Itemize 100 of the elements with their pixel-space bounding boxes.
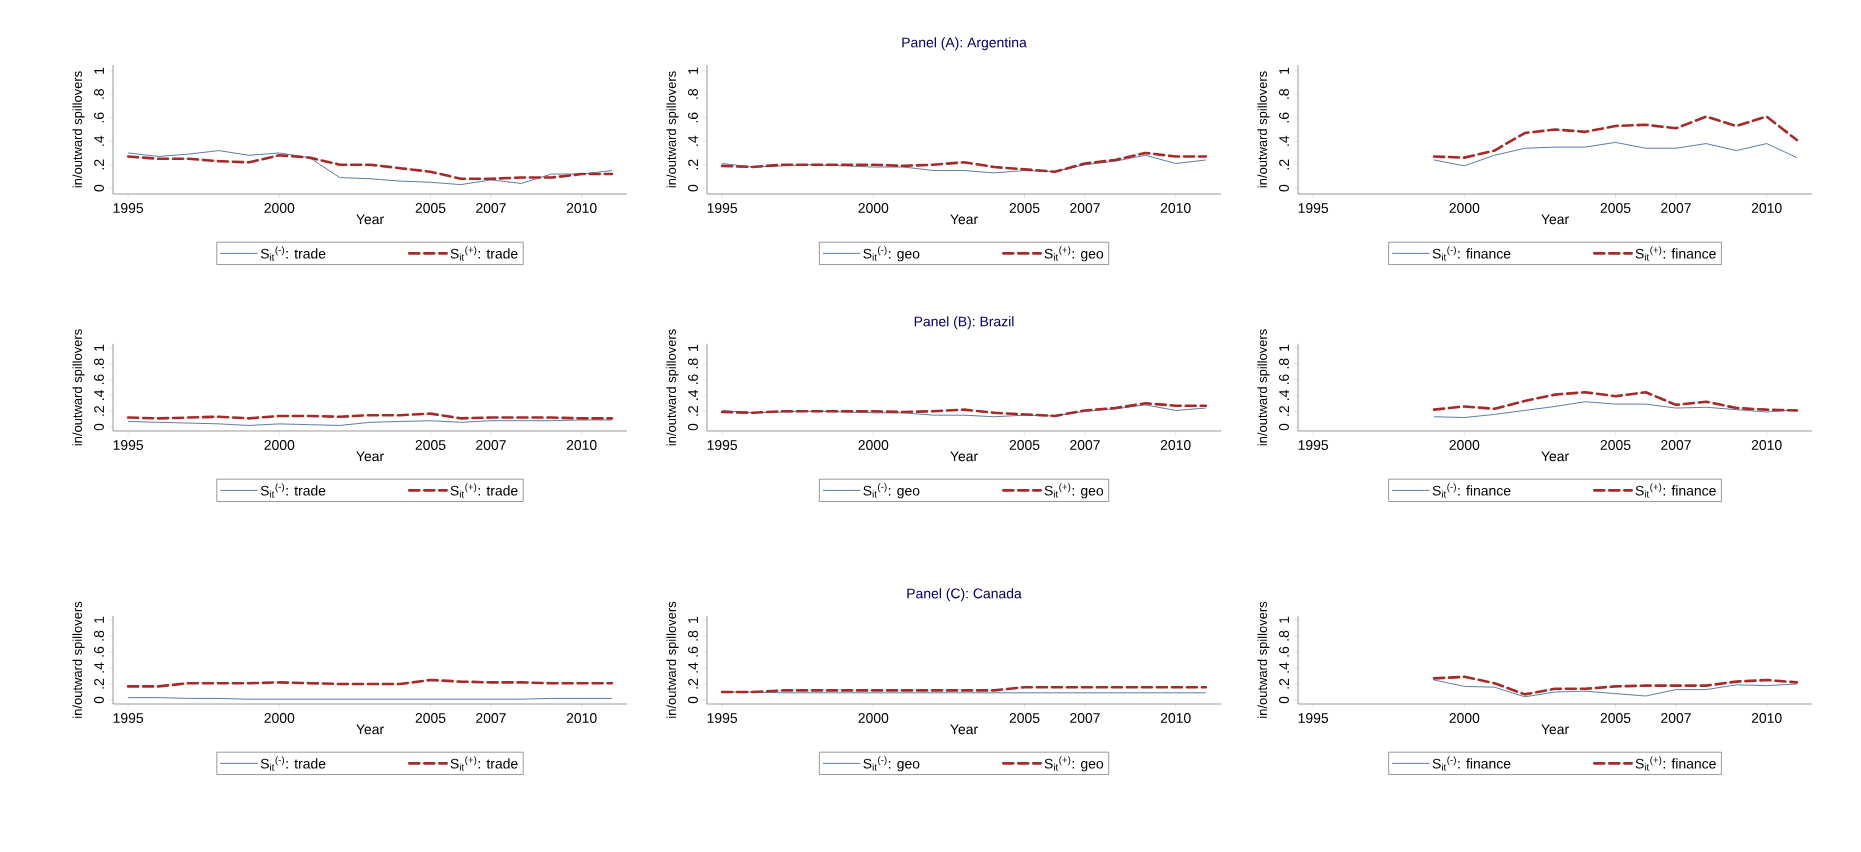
y-axis-title: in/outward spillovers <box>666 601 679 718</box>
legend-label: S$_{it}$$^{(-)}$: finance <box>1432 483 1511 498</box>
y-tick-label: .4 <box>1279 662 1289 673</box>
x-tick-label: 2000 <box>858 203 889 213</box>
y-tick-label: .8 <box>688 89 698 99</box>
x-tick-label: 2005 <box>1600 440 1631 450</box>
x-tick-label: 2005 <box>1600 713 1631 723</box>
y-tick-label: .6 <box>94 374 104 385</box>
x-tick-label: 2010 <box>566 713 597 723</box>
x-tick-label: 2000 <box>858 713 889 723</box>
y-tick-label: 0 <box>688 184 698 192</box>
y-tick-label: 0 <box>94 423 104 431</box>
x-tick-label: 2005 <box>1009 203 1040 213</box>
x-tick-label: 1995 <box>1298 440 1329 450</box>
x-tick-label: 1995 <box>707 203 738 213</box>
y-tick-label: 0 <box>688 696 698 704</box>
y-tick-label: .4 <box>1279 390 1289 400</box>
x-tick-label: 2000 <box>264 203 295 213</box>
y-tick-label: .4 <box>94 662 104 673</box>
legend-label: S$_{it}$$^{(-)}$: geo <box>863 756 920 772</box>
x-tick-label: 1995 <box>707 440 738 450</box>
legend-label: S$_{it}$$^{(+)}$: finance <box>1635 756 1716 771</box>
x-tick-label: 2007 <box>1661 713 1691 723</box>
y-tick-label: 1 <box>1279 67 1289 74</box>
y-tick-label: .6 <box>688 112 698 123</box>
line-series <box>127 150 613 186</box>
y-tick-label: .6 <box>94 112 104 123</box>
legend-label: S$_{it}$$^{(+)}$: geo <box>1044 246 1104 262</box>
line-series <box>1433 141 1798 167</box>
x-tick-label: 2005 <box>415 713 446 723</box>
x-axis-title: Year <box>1541 214 1569 225</box>
y-tick-label: 0 <box>94 696 104 704</box>
legend-label: S$_{it}$$^{(+)}$: trade <box>450 483 518 498</box>
legend-label: S$_{it}$$^{(-)}$: geo <box>863 246 920 262</box>
y-tick-label: .4 <box>688 135 698 146</box>
x-tick-label: 2005 <box>415 440 446 450</box>
legend-label: S$_{it}$$^{(+)}$: geo <box>1044 756 1104 772</box>
y-axis-title: in/outward spillovers <box>72 329 85 446</box>
y-axis-title: in/outward spillovers <box>1257 71 1270 188</box>
x-tick-label: 2005 <box>1600 203 1631 213</box>
y-tick-label: .2 <box>688 406 698 416</box>
x-tick-label: 2005 <box>415 203 446 213</box>
x-tick-label: 1995 <box>113 713 144 723</box>
y-axis-title: in/outward spillovers <box>72 601 85 718</box>
x-tick-label: 2007 <box>1070 713 1100 723</box>
y-tick-label: .6 <box>1279 646 1289 657</box>
y-axis-title: in/outward spillovers <box>72 71 85 188</box>
x-tick-label: 2010 <box>1751 440 1782 450</box>
line-series <box>1432 390 1799 412</box>
legend-label: S$_{it}$$^{(-)}$: trade <box>260 756 326 771</box>
y-tick-label: .6 <box>688 646 698 657</box>
y-tick-label: .2 <box>1279 406 1289 416</box>
x-tick-label: 2005 <box>1009 713 1040 723</box>
y-tick-label: .8 <box>94 358 104 369</box>
x-tick-label: 2010 <box>1751 713 1782 723</box>
legend-label: S$_{it}$$^{(-)}$: geo <box>863 483 920 499</box>
y-axis-title: in/outward spillovers <box>1257 329 1270 446</box>
y-tick-label: .8 <box>688 358 698 369</box>
x-tick-label: 2000 <box>1449 203 1480 213</box>
y-tick-label: .4 <box>94 390 104 400</box>
x-tick-label: 2010 <box>1751 203 1782 213</box>
chart-title: Panel (B): Brazil <box>914 316 1014 330</box>
x-axis-title: Year <box>356 214 384 225</box>
y-tick-label: 1 <box>94 616 104 623</box>
y-tick-label: .6 <box>1279 112 1289 123</box>
y-tick-label: 1 <box>1279 344 1289 351</box>
y-tick-label: .6 <box>688 374 698 385</box>
y-tick-label: 1 <box>688 344 698 351</box>
y-tick-label: 1 <box>688 616 698 623</box>
x-tick-label: 2007 <box>1070 203 1100 213</box>
chart-title: Panel (A): Argentina <box>902 37 1027 51</box>
x-tick-label: 2000 <box>1449 713 1480 723</box>
y-tick-label: 1 <box>94 67 104 74</box>
x-axis-title: Year <box>950 724 978 735</box>
y-tick-label: .4 <box>1279 135 1289 146</box>
x-tick-label: 1995 <box>113 203 144 213</box>
x-tick-label: 2007 <box>476 713 506 723</box>
x-axis-title: Year <box>356 451 384 462</box>
legend-label: S$_{it}$$^{(-)}$: finance <box>1432 246 1511 261</box>
x-tick-label: 1995 <box>1298 203 1329 213</box>
legend-label: S$_{it}$$^{(+)}$: finance <box>1635 246 1716 261</box>
x-axis-title: Year <box>950 214 978 225</box>
x-tick-label: 1995 <box>1298 713 1329 723</box>
x-tick-label: 2010 <box>566 203 597 213</box>
y-tick-label: .6 <box>1279 374 1289 385</box>
y-axis-title: in/outward spillovers <box>666 329 679 446</box>
y-tick-label: 0 <box>94 184 104 192</box>
y-tick-label: .4 <box>688 662 698 673</box>
legend-label: S$_{it}$$^{(+)}$: geo <box>1044 483 1104 499</box>
y-tick-label: .2 <box>688 678 698 689</box>
x-axis-title: Year <box>356 724 384 735</box>
legend-label: S$_{it}$$^{(+)}$: trade <box>450 756 518 771</box>
y-tick-label: .8 <box>94 89 104 99</box>
y-tick-label: .8 <box>1279 630 1289 641</box>
x-tick-label: 2010 <box>566 440 597 450</box>
y-axis-title: in/outward spillovers <box>666 71 679 188</box>
x-tick-label: 2007 <box>1661 440 1691 450</box>
x-tick-label: 2010 <box>1160 713 1191 723</box>
x-axis-title: Year <box>1541 724 1569 735</box>
x-tick-label: 2005 <box>1009 440 1040 450</box>
